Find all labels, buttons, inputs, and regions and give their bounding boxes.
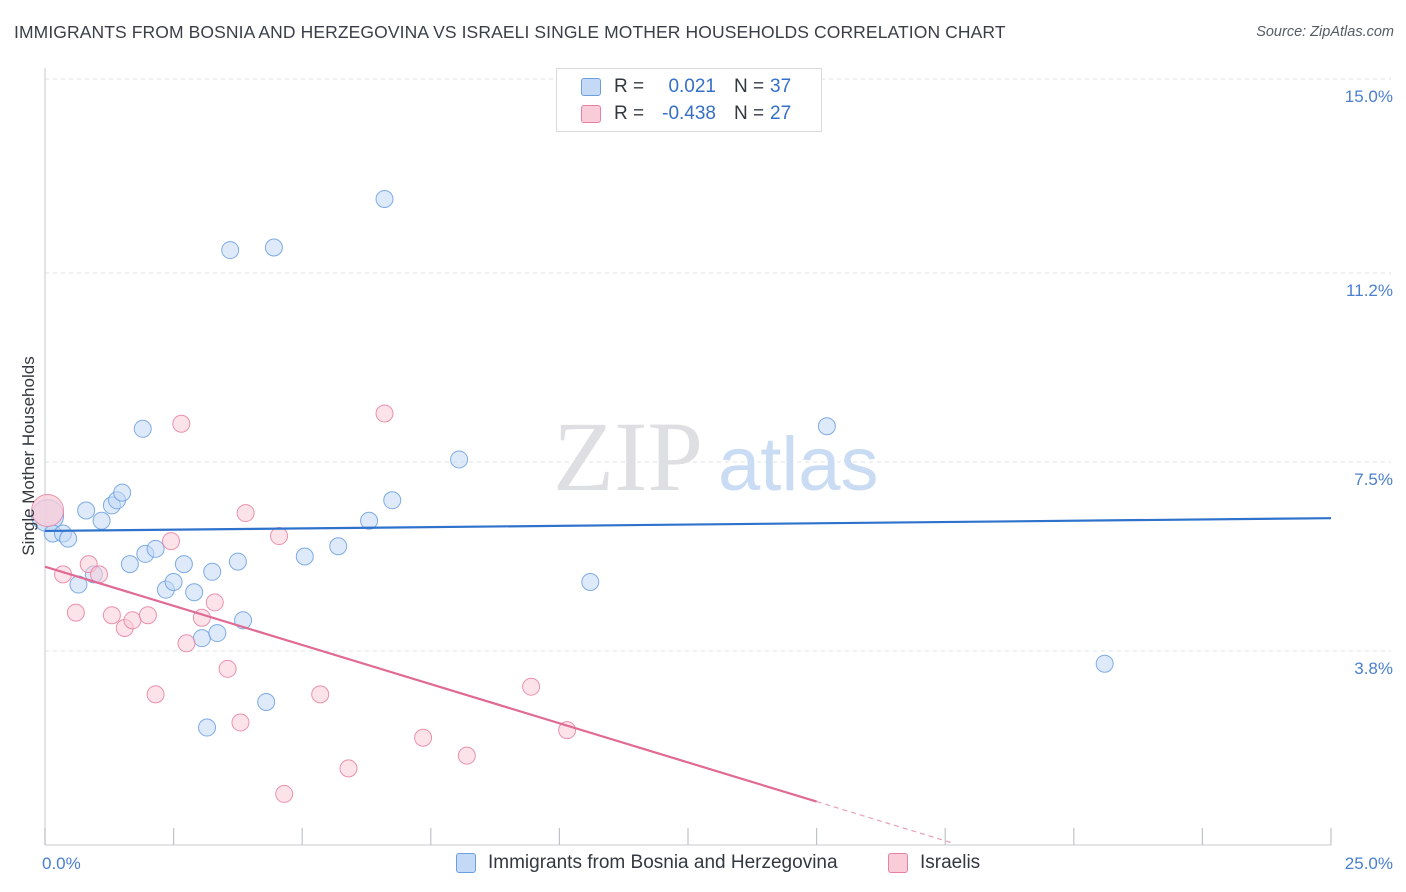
watermark: ZIP atlas <box>553 401 879 512</box>
legend-row-israelis: R = -0.438 N = 27 <box>581 102 791 126</box>
point-bosnia <box>208 624 227 643</box>
point-bosnia <box>817 417 836 436</box>
series-legend-item-bosnia: Immigrants from Bosnia and Herzegovina <box>456 852 838 874</box>
point-israelis <box>275 784 294 803</box>
x-tick-label-max: 25.0% <box>1345 854 1393 873</box>
y-tick-label: 11.2% <box>1346 281 1393 300</box>
point-bosnia <box>1095 654 1114 673</box>
point-bosnia <box>264 238 283 257</box>
point-israelis <box>311 685 330 704</box>
x-tick-label-min: 0.0% <box>42 854 81 873</box>
watermark-atlas: atlas <box>718 422 879 507</box>
point-bosnia <box>146 539 165 558</box>
series-swatch-israelis <box>888 853 908 873</box>
point-bosnia <box>295 547 314 566</box>
legend-n-label: N = <box>734 103 765 124</box>
point-israelis <box>205 593 224 612</box>
point-bosnia <box>203 562 222 581</box>
trend-line-israelis <box>44 565 817 803</box>
point-israelis <box>270 527 289 546</box>
point-israelis <box>522 677 541 696</box>
y-tick-label: 3.8% <box>1354 659 1393 678</box>
legend-swatch-israelis <box>581 105 601 123</box>
y-tick-label: 15.0% <box>1345 87 1393 106</box>
chart-title: IMMIGRANTS FROM BOSNIA AND HERZEGOVINA V… <box>14 22 1006 42</box>
y-axis-label: Single Mother Households <box>19 356 38 555</box>
trend-extension-israelis <box>816 801 954 844</box>
legend-row-bosnia: R = 0.021 N = 37 <box>581 75 791 99</box>
point-israelis <box>162 532 181 551</box>
point-israelis <box>31 494 65 528</box>
legend-r-value: 0.021 <box>668 76 716 97</box>
legend-n-label: N = <box>734 76 765 97</box>
y-tick-label: 7.5% <box>1354 470 1393 489</box>
point-bosnia <box>581 573 600 592</box>
legend-n-value: 37 <box>770 76 792 97</box>
point-bosnia <box>174 555 193 574</box>
point-bosnia <box>383 491 402 510</box>
point-bosnia <box>59 529 78 548</box>
point-israelis <box>66 603 85 622</box>
point-bosnia <box>113 483 132 502</box>
correlation-legend: R = 0.021 N = 37 R = -0.438 N = 27 <box>556 68 822 132</box>
gridlines <box>45 78 1391 652</box>
series-legend-label: Immigrants from Bosnia and Herzegovina <box>488 852 838 873</box>
point-bosnia <box>257 693 276 712</box>
point-bosnia <box>133 419 152 438</box>
point-bosnia <box>375 190 394 209</box>
axes <box>44 68 1332 846</box>
trend-line-bosnia <box>44 517 1332 533</box>
point-bosnia <box>92 511 111 530</box>
point-israelis <box>177 634 196 653</box>
point-bosnia <box>198 718 217 737</box>
point-israelis <box>236 504 255 523</box>
point-bosnia <box>77 501 96 520</box>
point-bosnia <box>164 573 183 592</box>
point-bosnia <box>192 629 211 648</box>
point-israelis <box>102 606 121 625</box>
point-israelis <box>123 611 142 630</box>
point-israelis <box>138 606 157 625</box>
point-bosnia <box>185 583 204 602</box>
legend-swatch-bosnia <box>581 78 601 96</box>
point-israelis <box>231 713 250 732</box>
point-israelis <box>375 404 394 423</box>
point-bosnia <box>360 511 379 530</box>
trend-lines <box>44 517 1332 844</box>
series-swatch-bosnia <box>456 853 476 873</box>
legend-r-label: R = <box>614 76 645 97</box>
series-legend-label: Israelis <box>920 852 981 873</box>
point-bosnia <box>450 450 469 469</box>
data-points <box>31 190 1114 803</box>
series-legend-item-israelis: Israelis <box>888 852 980 874</box>
point-israelis <box>457 746 476 765</box>
point-bosnia <box>221 241 240 260</box>
legend-n-value: 27 <box>770 103 792 124</box>
watermark-zip: ZIP <box>553 401 703 512</box>
point-israelis <box>172 414 191 433</box>
point-israelis <box>414 728 433 747</box>
series-legend: Immigrants from Bosnia and Herzegovina I… <box>0 852 1406 878</box>
point-israelis <box>339 759 358 778</box>
source-credit: Source: ZipAtlas.com <box>1256 24 1394 40</box>
legend-r-value: -0.438 <box>662 103 716 124</box>
point-bosnia <box>120 555 139 574</box>
legend-r-label: R = <box>614 103 645 124</box>
point-bosnia <box>329 537 348 556</box>
point-israelis <box>146 685 165 704</box>
point-bosnia <box>228 552 247 571</box>
tick-labels: 3.8% 7.5% 11.2% 15.0% 0.0% 25.0% <box>42 87 1393 873</box>
point-israelis <box>218 659 237 678</box>
